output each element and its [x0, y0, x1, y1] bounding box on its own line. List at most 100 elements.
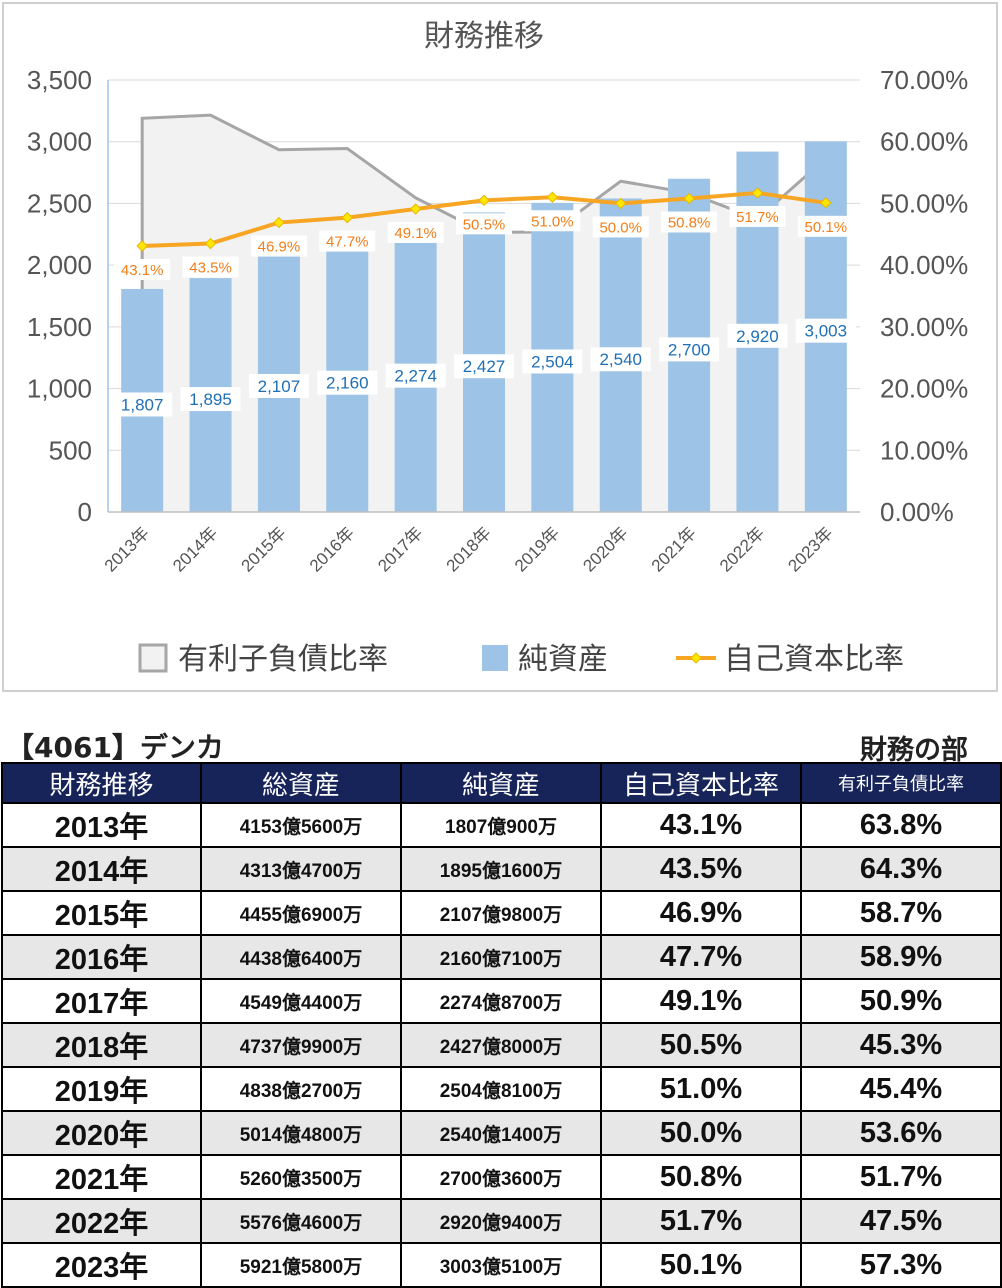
equity-ratio-label-bg: [456, 213, 512, 235]
y-left-tick-label: 1,500: [27, 312, 92, 342]
cell-total-assets: 4455億6900万: [200, 890, 402, 936]
cell-equity-ratio: 43.1%: [600, 802, 802, 848]
x-tick-label: 2019年: [511, 523, 563, 575]
cell-total-assets: 4313億4700万: [200, 846, 402, 892]
equity-ratio-label: 50.5%: [463, 216, 506, 233]
net-assets-label: 1,895: [189, 390, 232, 409]
net-assets-label-bg: [659, 337, 720, 362]
equity-ratio-label-bg: [114, 259, 171, 281]
net-assets-label: 2,540: [599, 350, 642, 369]
x-tick-label: 2014年: [169, 523, 221, 575]
cell-total-assets: 4838億2700万: [200, 1066, 402, 1112]
cell-debt-ratio: 58.9%: [800, 934, 1002, 980]
cell-debt-ratio: 45.3%: [800, 1022, 1002, 1068]
cell-net-assets: 2700億3600万: [400, 1154, 602, 1200]
cell-year: 2017年: [1, 978, 202, 1024]
net-assets-label-bg: [795, 318, 856, 343]
equity-ratio-point: [204, 237, 217, 250]
equity-ratio-point: [615, 197, 627, 210]
cell-total-assets: 4438億6400万: [200, 934, 402, 980]
equity-ratio-point: [751, 187, 764, 199]
financial-table: 財務推移 総資産 純資産 自己資本比率 有利子負債比率 2013年 4153億56…: [1, 762, 1002, 1288]
cell-total-assets: 4549億4400万: [200, 978, 402, 1024]
cell-equity-ratio: 51.7%: [600, 1198, 802, 1244]
y-left-tick-label: 0: [78, 497, 92, 527]
cell-equity-ratio: 51.0%: [600, 1066, 802, 1112]
y-right-tick-label: 50.00%: [880, 188, 968, 218]
cell-debt-ratio: 51.7%: [800, 1154, 1002, 1200]
cell-net-assets: 2427億8000万: [400, 1022, 602, 1068]
table-body: 2013年 4153億5600万 1807億900万 43.1% 63.8% 2014年 4…: [1, 802, 1002, 1288]
equity-ratio-label-bg: [592, 216, 649, 238]
net-assets-label-bg: [385, 363, 446, 388]
cell-debt-ratio: 63.8%: [800, 802, 1002, 848]
equity-ratio-point: [820, 197, 832, 209]
cell-equity-ratio: 50.5%: [600, 1022, 802, 1068]
equity-ratio-label: 46.9%: [258, 239, 301, 256]
equity-ratio-label: 43.1%: [121, 262, 164, 279]
company-label: 【4061】デンカ: [6, 731, 224, 764]
y-left-tick-label: 1,000: [27, 374, 92, 404]
cell-net-assets: 2920億9400万: [400, 1198, 602, 1244]
table-row: 2014年 4313億4700万 1895億1600万 43.5% 64.3%: [1, 846, 1002, 892]
section-label: 財務の部: [860, 735, 968, 766]
y-right-tick-label: 20.00%: [880, 374, 968, 404]
net-assets-label: 2,274: [394, 367, 437, 386]
net-assets-label: 2,700: [668, 340, 711, 359]
y-right-tick-label: 10.00%: [880, 435, 968, 465]
x-tick-label: 2023年: [784, 523, 836, 575]
cell-equity-ratio: 49.1%: [600, 978, 802, 1024]
cell-debt-ratio: 47.5%: [800, 1198, 1002, 1244]
cell-equity-ratio: 50.1%: [600, 1242, 802, 1288]
cell-debt-ratio: 50.9%: [800, 978, 1002, 1024]
cell-year: 2016年: [1, 934, 202, 980]
cell-year: 2015年: [1, 890, 202, 936]
cell-net-assets: 1807億900万: [400, 802, 602, 848]
equity-ratio-label-bg: [661, 211, 718, 233]
net-assets-label: 1,807: [121, 395, 164, 414]
cell-debt-ratio: 53.6%: [800, 1110, 1002, 1156]
net-assets-label: 2,107: [258, 377, 301, 396]
equity-ratio-label-bg: [524, 210, 581, 232]
net-assets-label-bg: [454, 354, 514, 379]
equity-ratio-point: [136, 240, 148, 252]
header-total-assets: 総資産: [200, 762, 402, 804]
cell-total-assets: 5014億4800万: [200, 1110, 402, 1156]
y-left-tick-label: 3,500: [27, 65, 92, 95]
equity-ratio-label-bg: [797, 215, 854, 237]
table-row: 2018年 4737億9900万 2427億8000万 50.5% 45.3%: [1, 1022, 1002, 1068]
net-assets-label: 2,920: [736, 327, 779, 346]
equity-ratio-label: 51.0%: [531, 213, 574, 230]
cell-year: 2013年: [1, 802, 202, 848]
equity-ratio-label: 50.8%: [668, 214, 711, 231]
legend-debt-ratio-label: 有利子負債比率: [178, 642, 388, 677]
equity-ratio-point: [546, 191, 559, 203]
equity-ratio-label: 50.0%: [599, 219, 642, 236]
table-row: 2020年 5014億4800万 2540億1400万 50.0% 53.6%: [1, 1110, 1002, 1156]
cell-total-assets: 5576億4600万: [200, 1198, 402, 1244]
y-left-tick-label: 3,000: [27, 127, 92, 157]
chart-title: 財務推移: [424, 19, 544, 54]
cell-equity-ratio: 46.9%: [600, 890, 802, 936]
cell-year: 2018年: [1, 1022, 202, 1068]
x-tick-label: 2013年: [101, 523, 153, 575]
table-row: 2021年 5260億3500万 2700億3600万 50.8% 51.7%: [1, 1154, 1002, 1200]
cell-total-assets: 4153億5600万: [200, 802, 402, 848]
cell-total-assets: 5260億3500万: [200, 1154, 402, 1200]
header-period: 財務推移: [1, 762, 202, 804]
net-assets-label: 3,003: [805, 322, 848, 341]
cell-year: 2021年: [1, 1154, 202, 1200]
equity-ratio-label: 47.7%: [326, 234, 369, 251]
header-net-assets: 純資産: [400, 762, 602, 804]
x-tick-label: 2016年: [306, 523, 358, 575]
x-tick-label: 2022年: [716, 523, 768, 575]
cell-year: 2019年: [1, 1066, 202, 1112]
cell-debt-ratio: 58.7%: [800, 890, 1002, 936]
table-row: 2015年 4455億6900万 2107億9800万 46.9% 58.7%: [1, 890, 1002, 936]
x-tick-label: 2018年: [443, 523, 495, 575]
table-row: 2017年 4549億4400万 2274億8700万 49.1% 50.9%: [1, 978, 1002, 1024]
y-right-tick-label: 70.00%: [880, 65, 968, 95]
net-assets-label: 2,160: [326, 374, 369, 393]
legend-equity-ratio-marker: [690, 652, 702, 664]
net-assets-label-bg: [590, 347, 651, 372]
